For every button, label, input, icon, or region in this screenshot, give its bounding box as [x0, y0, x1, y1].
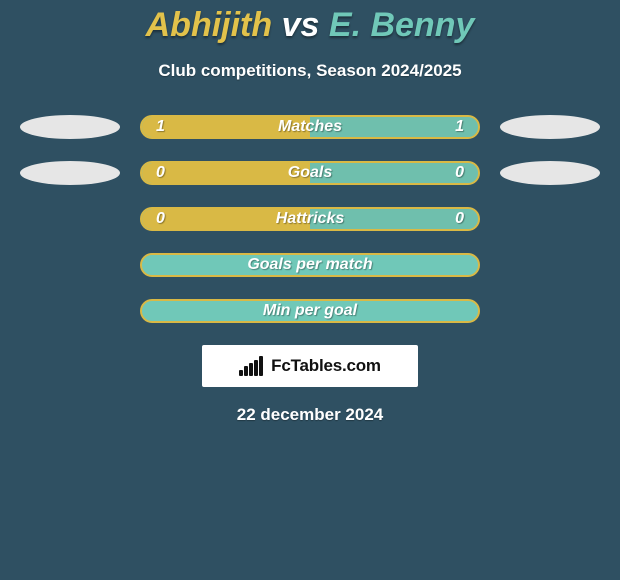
stat-bar: 1 Matches 1: [140, 115, 480, 139]
stat-bar: 0 Goals 0: [140, 161, 480, 185]
date-text: 22 december 2024: [0, 405, 620, 425]
stat-row: 0 Hattricks 0: [0, 207, 620, 231]
left-oval: [20, 161, 120, 185]
stat-row: Goals per match: [0, 253, 620, 277]
comparison-infographic: Abhijith vs E. Benny Club competitions, …: [0, 0, 620, 580]
subtitle: Club competitions, Season 2024/2025: [0, 61, 620, 81]
bar-fill-right: [310, 163, 478, 183]
bar-value-left: 1: [156, 118, 165, 136]
bar-label: Goals: [288, 164, 332, 182]
right-oval: [500, 161, 600, 185]
bar-value-right: 0: [455, 210, 464, 228]
brand-text: FcTables.com: [271, 356, 381, 376]
bar-fill-left: [142, 163, 310, 183]
title-vs: vs: [282, 6, 320, 44]
bar-value-left: 0: [156, 164, 165, 182]
title-player1: Abhijith: [146, 6, 273, 44]
page-title: Abhijith vs E. Benny: [0, 0, 620, 45]
stat-bar: Goals per match: [140, 253, 480, 277]
stat-bar: Min per goal: [140, 299, 480, 323]
stat-row: 0 Goals 0: [0, 161, 620, 185]
bar-label: Min per goal: [263, 302, 357, 320]
bar-label: Hattricks: [276, 210, 344, 228]
stat-bar: 0 Hattricks 0: [140, 207, 480, 231]
left-oval: [20, 115, 120, 139]
brand-chart-icon: [239, 356, 265, 376]
stat-row: 1 Matches 1: [0, 115, 620, 139]
bar-value-right: 1: [455, 118, 464, 136]
stat-rows: 1 Matches 1 0 Goals 0 0 Hattricks 0 Goals per mat…: [0, 115, 620, 323]
bar-label: Goals per match: [247, 256, 372, 274]
bar-label: Matches: [278, 118, 342, 136]
stat-row: Min per goal: [0, 299, 620, 323]
right-oval: [500, 115, 600, 139]
title-player2: E. Benny: [329, 6, 474, 44]
bar-value-left: 0: [156, 210, 165, 228]
bar-value-right: 0: [455, 164, 464, 182]
branding-badge: FcTables.com: [202, 345, 418, 387]
